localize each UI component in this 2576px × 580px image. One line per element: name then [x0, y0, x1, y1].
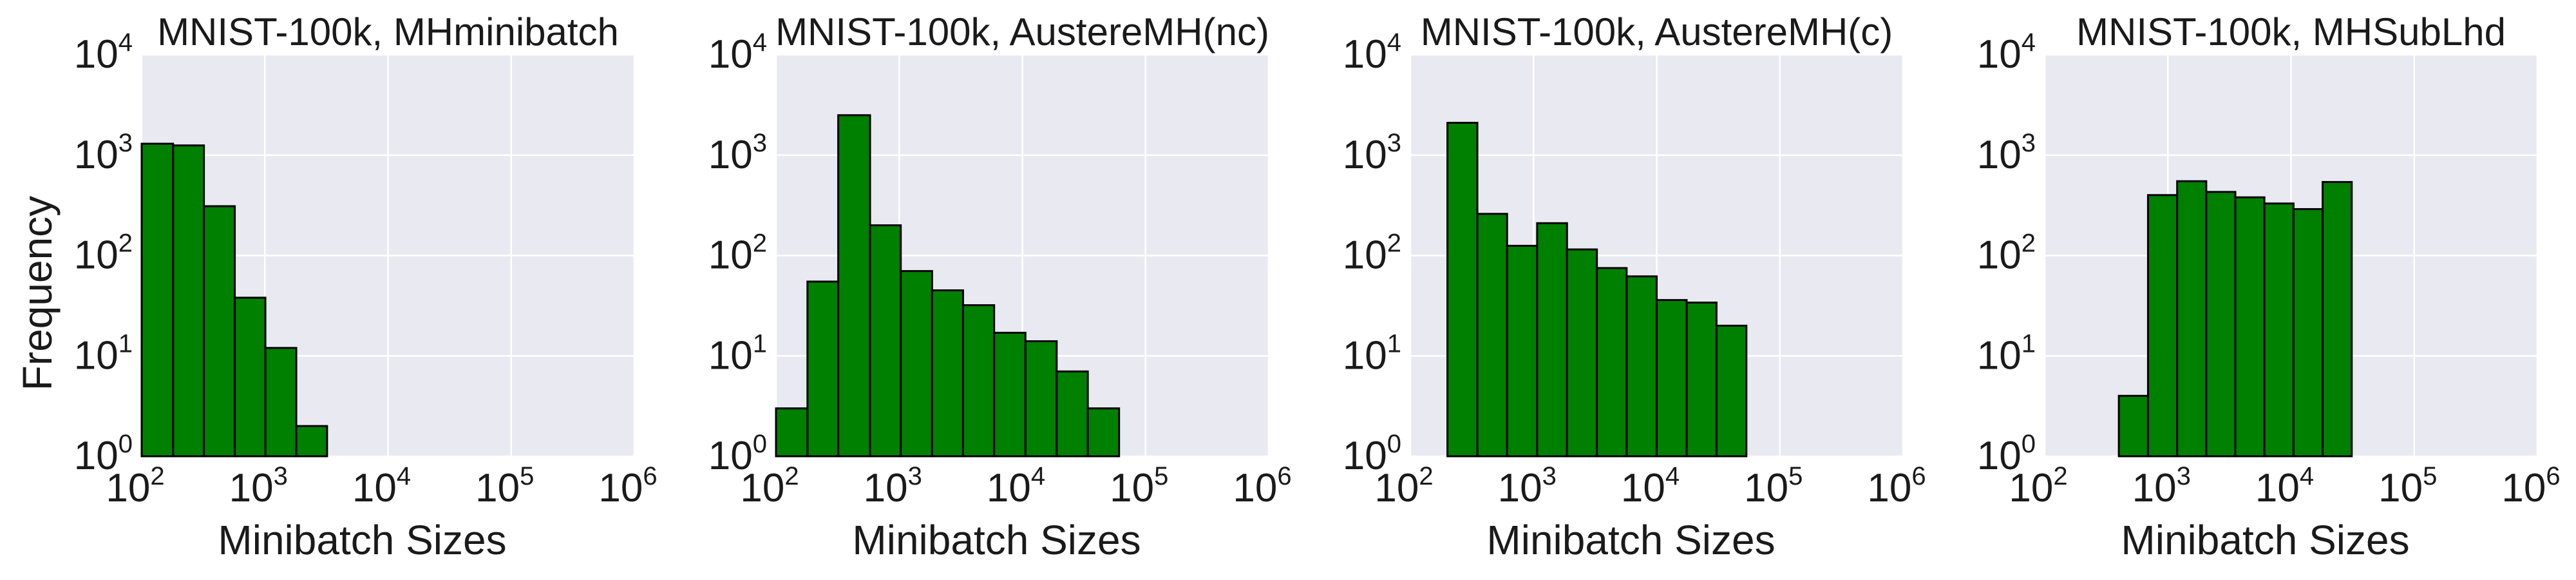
y-tick-label: 103 [1977, 129, 2036, 177]
histogram-bar [1625, 275, 1658, 458]
chart-title: MNIST-100k, MHSubLhd [2076, 10, 2506, 53]
x-tick-label: 104 [2255, 462, 2314, 510]
histogram-bar [172, 144, 205, 458]
histogram-bar [2322, 180, 2353, 458]
x-tick-label: 106 [598, 462, 657, 510]
y-tick-label: 103 [1343, 129, 1401, 177]
histogram-bar [2234, 196, 2266, 458]
x-tick-label: 102 [2009, 462, 2067, 510]
histogram-bar [1024, 340, 1058, 458]
x-tick-label: 103 [229, 462, 288, 510]
histogram-bar [1086, 407, 1121, 458]
histogram-bar [234, 296, 267, 458]
histogram-bar [931, 289, 964, 458]
y-tick-label: 101 [1343, 329, 1401, 378]
y-tick-label: 102 [1343, 229, 1401, 278]
y-tick-label: 101 [74, 329, 133, 378]
histogram-bar [2292, 208, 2324, 458]
chart-title: MNIST-100k, AustereMH(nc) [775, 10, 1269, 53]
x-tick-label: 104 [987, 462, 1045, 510]
x-tick-label: 106 [1867, 462, 1926, 510]
x-tick-label: 103 [1498, 462, 1557, 510]
histogram-bar [775, 407, 809, 458]
y-tick-label: 101 [1977, 329, 2036, 378]
x-tick-label: 103 [2132, 462, 2191, 510]
x-tick-label: 105 [1744, 462, 1803, 510]
histogram-bar [806, 280, 840, 458]
histogram-bar [961, 304, 996, 458]
histogram-bar [264, 347, 298, 458]
x-tick-label: 103 [864, 462, 922, 510]
histogram-bar [1685, 301, 1718, 458]
x-tick-label: 102 [106, 462, 164, 510]
histogram-bar [993, 331, 1027, 458]
y-tick-label: 102 [1977, 229, 2036, 278]
x-tick-label: 104 [352, 462, 411, 510]
y-axis-label: Frequency [14, 196, 61, 391]
y-tick-label: 104 [1977, 28, 2036, 77]
histogram-bar [2176, 180, 2208, 458]
y-tick-label: 104 [708, 28, 767, 77]
x-tick-label: 102 [740, 462, 799, 510]
histogram-bar [1566, 248, 1598, 458]
x-tick-label: 106 [2501, 462, 2560, 510]
histogram-bar [1506, 244, 1539, 458]
histogram-bar [2263, 202, 2295, 458]
histogram-bar [295, 425, 328, 458]
histogram-bar [203, 205, 236, 458]
histogram-bar [1656, 299, 1688, 458]
y-tick-label: 103 [74, 129, 133, 177]
y-tick-label: 102 [74, 229, 133, 278]
histogram-bar [837, 114, 871, 458]
histogram-bar [1536, 222, 1568, 458]
histogram-bar [869, 224, 902, 458]
histogram-bar [1476, 213, 1508, 458]
x-tick-label: 105 [1110, 462, 1168, 510]
y-tick-label: 101 [708, 329, 767, 378]
x-tick-label: 105 [475, 462, 534, 510]
y-tick-label: 104 [74, 28, 133, 77]
histogram-bar [2117, 394, 2149, 458]
histogram-bar [1596, 267, 1628, 458]
x-tick-label: 105 [2378, 462, 2437, 510]
x-axis-label: Minibatch Sizes [1486, 517, 1775, 563]
chart-title: MNIST-100k, MHminibatch [157, 10, 619, 53]
x-axis-label: Minibatch Sizes [852, 517, 1141, 563]
x-axis-label: Minibatch Sizes [2121, 517, 2409, 563]
x-tick-label: 102 [1374, 462, 1433, 510]
histogram-bar [2205, 191, 2237, 458]
histogram-bar [2146, 194, 2179, 458]
histogram-bar [1056, 370, 1089, 458]
chart-title: MNIST-100k, AustereMH(c) [1421, 10, 1893, 53]
y-tick-label: 102 [708, 229, 767, 278]
histogram-bar [140, 142, 175, 458]
histogram-bar [1446, 122, 1479, 458]
x-axis-label: Minibatch Sizes [218, 517, 506, 563]
x-tick-label: 104 [1621, 462, 1680, 510]
histogram-bar [1715, 324, 1748, 458]
y-tick-label: 103 [708, 129, 767, 177]
x-tick-label: 106 [1233, 462, 1291, 510]
histogram-bar [900, 270, 933, 458]
y-tick-label: 104 [1343, 28, 1401, 77]
